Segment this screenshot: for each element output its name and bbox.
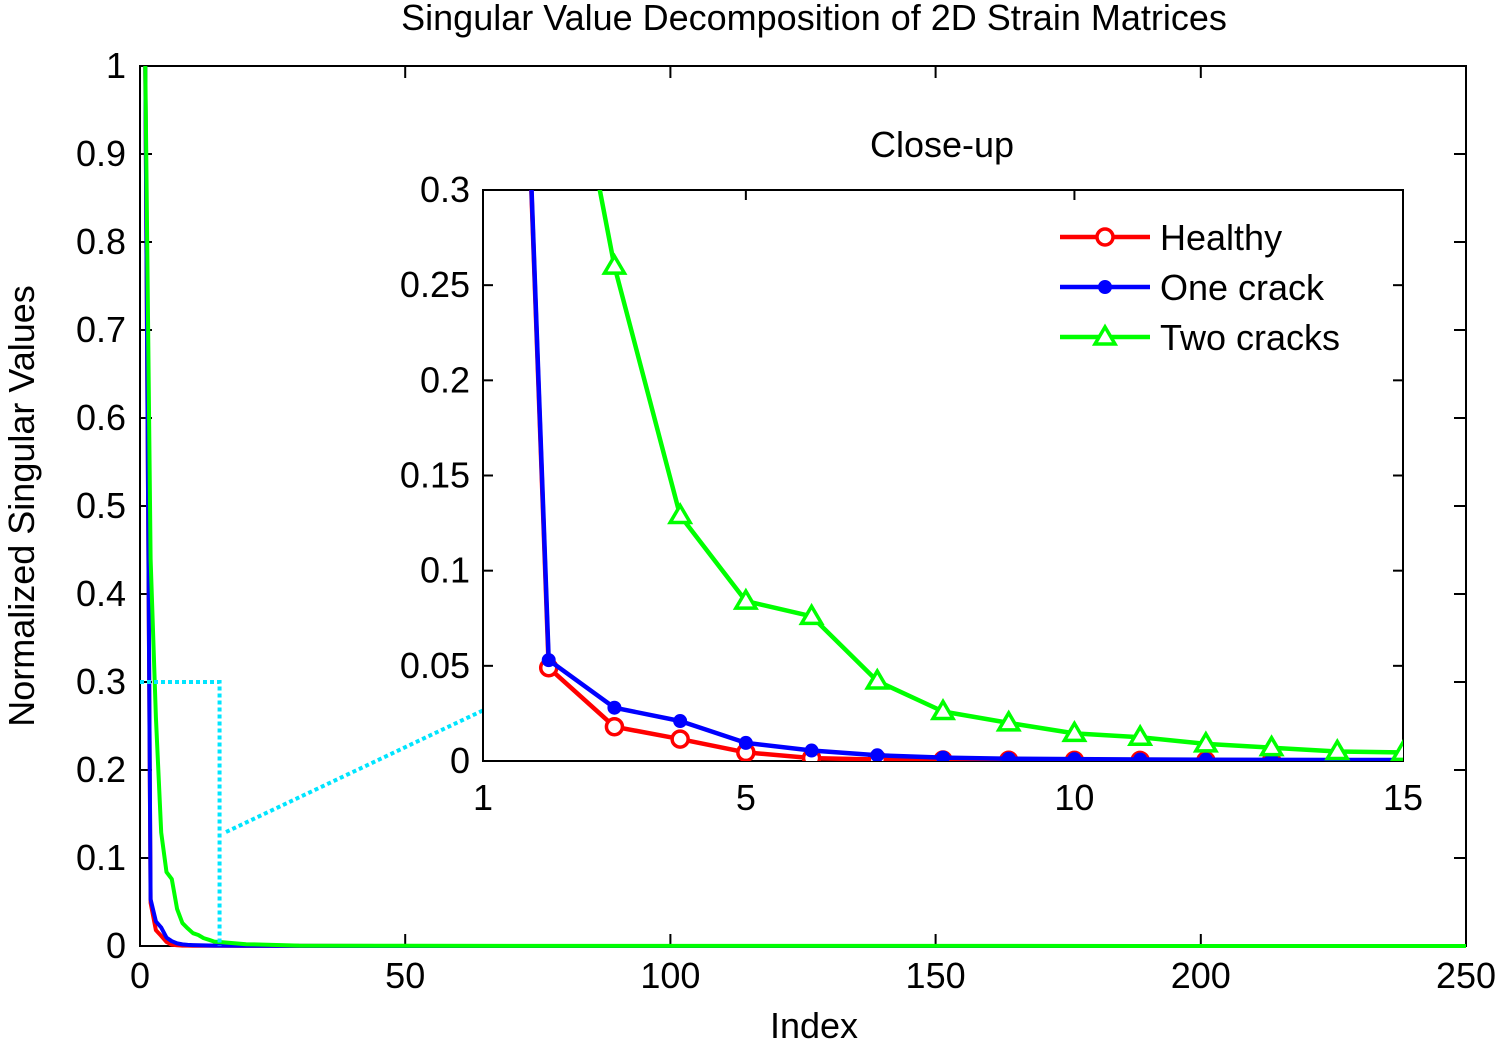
legend-marker [1091,323,1119,346]
inset-point-one-crack [1067,752,1082,761]
inset-y-tick-label: 0.1 [420,550,470,591]
zoom-box-outline [140,680,222,946]
inset-point-one-crack [1133,752,1148,761]
inset-plot-area [482,189,1404,762]
y-tick-label: 0.8 [76,221,126,262]
inset-point-two-cracks [601,252,628,275]
inset-y-tick-label: 0.15 [400,455,470,496]
inset-point-two-cracks [1061,719,1088,743]
inset-point-healthy [604,716,625,737]
zoom-indicator [140,680,522,946]
inset-series-lines [529,190,1403,761]
x-tick-label: 100 [640,955,700,996]
y-tick-label: 0.3 [76,661,126,702]
y-tick-label: 0.6 [76,397,126,438]
inset-point-two-cracks [667,502,694,525]
inset-point-two-cracks [929,698,957,721]
inset-chart-title: Close-up [870,124,1014,165]
inset-point-healthy [670,729,690,749]
inset-point-one-crack [936,750,950,761]
inset-x-tick-label: 15 [1383,777,1423,818]
y-tick-label: 1 [106,45,126,86]
inset-y-tick-label: 0.2 [420,359,470,400]
y-tick-label: 0.4 [76,573,126,614]
inset-point-one-crack [1001,751,1016,761]
main-axis-ticks: 0 50 100 150 200 25000.10.20.30.40.50.60.70.8… [76,45,1496,996]
inset-point-two-cracks [1192,730,1219,753]
inset-x-tick-label: 10 [1054,777,1094,818]
inset-point-two-cracks [864,667,891,690]
main-series-line-two-cracks [143,65,1466,948]
inset-point-two-cracks [1390,738,1403,761]
zoom-arrow-line [225,698,506,834]
x-tick-label: 250 [1436,955,1496,996]
inset-y-tick-label: 0 [450,740,470,781]
main-series-lines [143,65,1466,948]
y-tick-label: 0.9 [76,133,126,174]
legend-marker [1095,227,1115,247]
x-tick-label: 0 [130,955,150,996]
x-tick-label: 50 [385,955,425,996]
legend-label: Healthy [1160,217,1282,258]
y-tick-label: 0.5 [76,485,126,526]
inset-point-two-cracks [732,587,759,610]
inset-point-two-cracks [1127,723,1154,746]
main-chart-title: Singular Value Decomposition of 2D Strai… [401,0,1227,38]
y-tick-label: 0.1 [76,837,126,878]
inset-point-one-crack [541,653,556,668]
inset-point-one-crack [738,735,753,750]
y-tick-label: 0 [106,925,126,966]
inset-point-two-cracks [1324,738,1351,761]
inset-point-one-crack [870,748,885,761]
x-tick-label: 150 [906,955,966,996]
y-tick-label: 0.7 [76,309,126,350]
inset-x-tick-label: 5 [736,777,756,818]
legend-label: Two cracks [1160,317,1340,358]
inset-point-two-cracks [798,602,825,626]
inset-y-tick-label: 0.05 [400,645,470,686]
inset-point-two-cracks [995,709,1022,732]
x-tick-label: 200 [1171,955,1231,996]
inset-legend: Healthy One crack Two cracks [1060,217,1340,358]
y-tick-label: 0.2 [76,749,126,790]
inset-x-tick-label: 1 [473,777,493,818]
legend-label: One crack [1160,267,1325,308]
inset-point-one-crack [673,714,688,729]
inset-y-tick-label: 0.25 [400,264,470,305]
legend-marker [1098,280,1112,294]
inset-y-tick-label: 0.3 [420,169,470,210]
inset-point-one-crack [804,743,819,758]
inset-point-one-crack [1198,752,1213,761]
inset-point-one-crack [607,700,622,715]
inset-series-group [529,190,1403,761]
inset-point-two-cracks [1258,734,1285,757]
y-axis-label: Normalized Singular Values [1,285,42,727]
x-axis-label: Index [770,1005,858,1043]
